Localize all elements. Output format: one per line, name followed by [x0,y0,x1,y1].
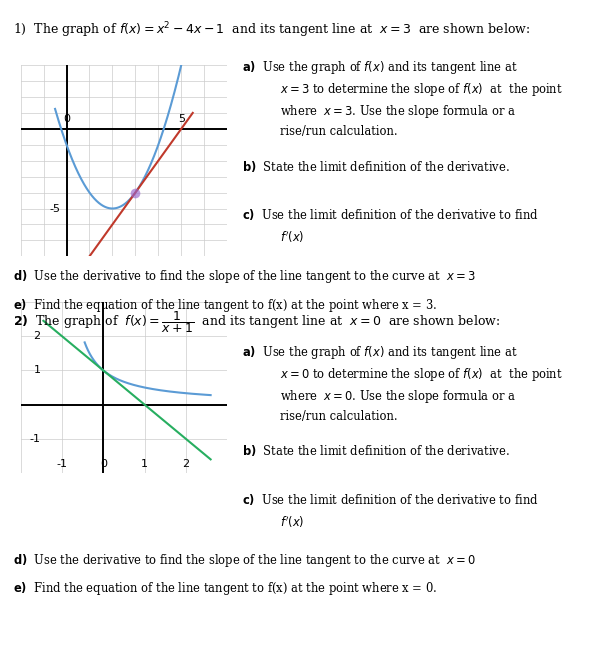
Text: $\mathbf{c)}$  Use the limit definition of the derivative to find: $\mathbf{c)}$ Use the limit definition o… [242,492,539,507]
Text: 5: 5 [178,114,185,124]
Text: $f'(x)$: $f'(x)$ [280,514,304,529]
Text: $\mathbf{b)}$  State the limit definition of the derivative.: $\mathbf{b)}$ State the limit definition… [242,158,510,174]
Text: $x = 3$ to determine the slope of $f(x)$  at  the point: $x = 3$ to determine the slope of $f(x)$… [280,81,563,98]
Text: $\mathbf{c)}$  Use the limit definition of the derivative to find: $\mathbf{c)}$ Use the limit definition o… [242,207,539,222]
Text: $\mathbf{a)}$  Use the graph of $f(x)$ and its tangent line at: $\mathbf{a)}$ Use the graph of $f(x)$ an… [242,344,517,360]
Text: $\mathbf{2)}$  The graph of  $f(x) = \dfrac{1}{x+1}$  and its tangent line at  $: $\mathbf{2)}$ The graph of $f(x) = \dfra… [13,309,500,335]
Text: -1: -1 [57,460,67,470]
Text: $\mathbf{a)}$  Use the graph of $f(x)$ and its tangent line at: $\mathbf{a)}$ Use the graph of $f(x)$ an… [242,59,517,76]
Text: $x = 0$ to determine the slope of $f(x)$  at  the point: $x = 0$ to determine the slope of $f(x)$… [280,366,563,382]
Text: -5: -5 [50,203,61,213]
Text: 0: 0 [63,114,70,124]
Text: $\mathbf{d)}$  Use the derivative to find the slope of the line tangent to the c: $\mathbf{d)}$ Use the derivative to find… [13,268,476,285]
Text: 2: 2 [182,460,189,470]
Text: rise/run calculation.: rise/run calculation. [280,410,398,423]
Text: $f'(x)$: $f'(x)$ [280,229,304,245]
Text: 1: 1 [141,460,148,470]
Text: 0: 0 [100,460,107,470]
Text: $\mathbf{e)}$  Find the equation of the line tangent to f(x) at the point where : $\mathbf{e)}$ Find the equation of the l… [13,297,437,314]
Text: -1: -1 [30,434,41,444]
Text: $\mathbf{b)}$  State the limit definition of the derivative.: $\mathbf{b)}$ State the limit definition… [242,444,510,458]
Text: $\mathbf{d)}$  Use the derivative to find the slope of the line tangent to the c: $\mathbf{d)}$ Use the derivative to find… [13,552,476,568]
Text: $\mathbf{e)}$  Find the equation of the line tangent to f(x) at the point where : $\mathbf{e)}$ Find the equation of the l… [13,580,437,597]
Text: 1: 1 [34,366,41,375]
Text: where  $x = 0$. Use the slope formula or a: where $x = 0$. Use the slope formula or … [280,388,516,405]
Text: 1)  The graph of $f(x) = x^2 - 4x - 1$  and its tangent line at  $x = 3$  are sh: 1) The graph of $f(x) = x^2 - 4x - 1$ an… [13,20,530,40]
Text: rise/run calculation.: rise/run calculation. [280,125,398,138]
Text: 2: 2 [34,331,41,341]
Text: where  $x = 3$. Use the slope formula or a: where $x = 3$. Use the slope formula or … [280,103,516,120]
